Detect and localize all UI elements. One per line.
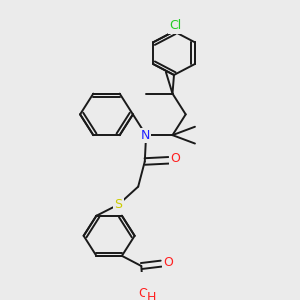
Text: O: O: [170, 152, 180, 165]
Text: S: S: [114, 198, 122, 211]
Text: O: O: [163, 256, 173, 269]
Text: Cl: Cl: [169, 20, 181, 32]
Text: N: N: [141, 129, 150, 142]
Text: H: H: [146, 291, 156, 300]
Text: O: O: [138, 287, 148, 300]
